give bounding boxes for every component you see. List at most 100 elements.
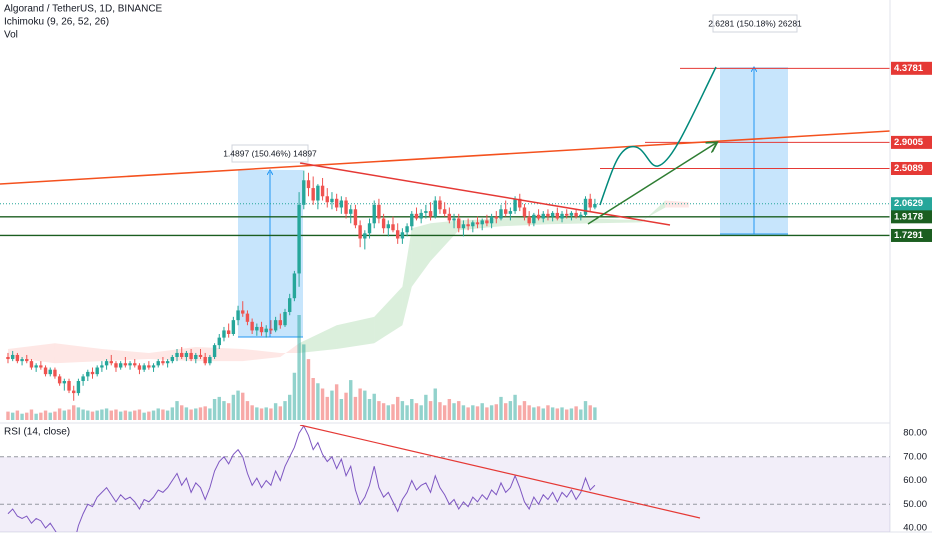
candle-body [480, 220, 484, 225]
projection-curve [599, 66, 717, 206]
candle-body [316, 185, 320, 201]
candle-body [339, 200, 344, 208]
volume-bar [569, 408, 574, 420]
volume-bar [419, 405, 423, 420]
candle-body [29, 361, 34, 368]
volume-bar [353, 396, 358, 420]
volume-bar [372, 393, 376, 420]
candle-body [518, 198, 522, 208]
candle-body [306, 180, 311, 189]
volume-bar [100, 409, 104, 420]
candle-body [236, 310, 240, 321]
candle-body [353, 209, 358, 226]
candle-body [475, 222, 480, 225]
candle-body [391, 224, 395, 231]
volume-bar [503, 403, 508, 420]
candle-body [489, 216, 494, 224]
volume-bar [339, 399, 344, 420]
volume-bar [15, 410, 20, 420]
candle-body [245, 313, 250, 322]
volume-bar [161, 409, 165, 420]
volume-bar [67, 409, 71, 420]
candle-body [381, 218, 386, 229]
candle-body [6, 356, 10, 360]
candle-body [457, 218, 461, 229]
volume-bar [133, 410, 137, 420]
volume-bar [288, 394, 292, 420]
ichimoku-cloud [195, 347, 243, 362]
candle-body [203, 356, 207, 364]
volume-bar [306, 359, 311, 420]
candle-body [217, 337, 221, 346]
volume-bar [565, 409, 569, 420]
ichimoku-cloud [374, 286, 403, 344]
candle-body [118, 363, 123, 368]
price-label-box [891, 135, 932, 149]
indicator-label: Vol [4, 30, 18, 41]
volume-bar [269, 408, 273, 420]
candle-body [297, 204, 301, 274]
trend-line [0, 130, 891, 185]
volume-bar [255, 407, 259, 420]
drawings: 1.4897 (150.46%) 14897 2.6281 (150.18%) … [0, 14, 891, 226]
volume-bar [297, 315, 301, 420]
volume-bar [377, 401, 381, 420]
rsi-tick-label: 40.00 [903, 522, 927, 533]
candle-body [367, 223, 372, 234]
volume-bar [53, 411, 57, 420]
volume-bar [574, 406, 578, 420]
volume-bar [358, 388, 362, 420]
price-label: 2.0629 [894, 198, 923, 209]
candle-body [255, 326, 259, 331]
candle-body [86, 371, 90, 377]
candle-body [76, 381, 81, 394]
candle-body [485, 220, 489, 224]
volume-bar [245, 401, 250, 420]
ichimoku-cloud [547, 216, 595, 225]
volume-bar [104, 408, 109, 420]
price-label-box [891, 210, 932, 224]
candle-body [43, 367, 48, 375]
volume-bar [147, 411, 151, 420]
volume-bar [466, 407, 470, 420]
volume-bar [236, 390, 240, 420]
volume-bar [414, 403, 419, 420]
price-label: 2.5089 [894, 163, 923, 174]
volume-bar [109, 410, 113, 420]
rsi-line [7, 425, 596, 532]
rsi-tick-label: 50.00 [903, 499, 927, 510]
candle-body [334, 198, 339, 208]
volume-bar [410, 399, 414, 420]
volume-bar [203, 406, 207, 420]
volume-bar [142, 412, 146, 420]
candle-body [67, 381, 71, 391]
volume-bar [522, 401, 527, 420]
volume-bar [330, 390, 334, 420]
candle-body [104, 361, 109, 366]
volume-bar [527, 405, 531, 420]
rsi-band [0, 456, 890, 532]
volume-bar [189, 409, 193, 420]
volume-bar [405, 405, 409, 420]
volume-bar [72, 405, 76, 420]
measure-label-box [712, 14, 798, 33]
candle-body [546, 213, 550, 217]
candle-body [461, 224, 466, 229]
candle-body [198, 354, 203, 357]
candle-body [189, 352, 193, 360]
volume-bar [442, 405, 447, 420]
volume-bar [532, 407, 536, 420]
measure-label-box [231, 144, 309, 163]
candle-body [550, 212, 555, 217]
volume-bar [264, 407, 268, 420]
candle-body [151, 365, 156, 368]
candle-body [165, 361, 170, 364]
candle-body [20, 359, 24, 362]
candle-body [123, 363, 128, 366]
ichimoku-cloud [101, 348, 149, 362]
candle-body [433, 200, 437, 217]
volume-bar [231, 394, 236, 420]
candle-body [156, 361, 160, 366]
volume-bar [386, 405, 391, 420]
volume-bar [118, 411, 123, 420]
